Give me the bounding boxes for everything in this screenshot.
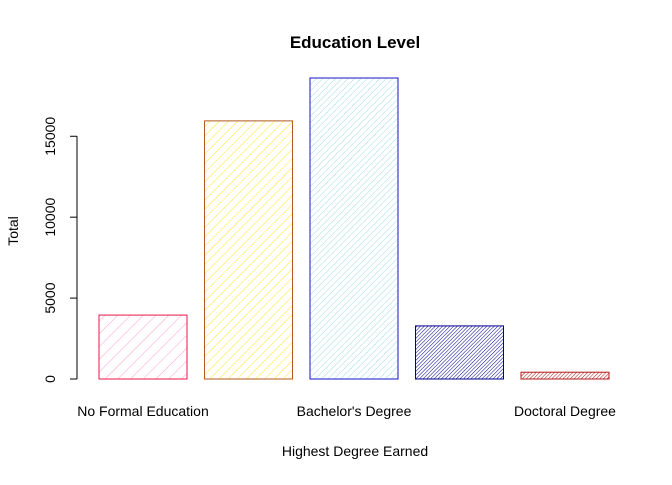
x-tick-label: Doctoral Degree bbox=[514, 403, 616, 419]
y-axis-label: Total bbox=[5, 216, 21, 246]
bar bbox=[98, 314, 188, 380]
y-axis: 0 5000 10000 15000 bbox=[42, 117, 78, 383]
bar bbox=[520, 371, 610, 380]
y-tick-label: 5000 bbox=[42, 282, 58, 313]
y-tick-label: 0 bbox=[42, 375, 58, 383]
chart-title: Education Level bbox=[290, 33, 420, 52]
bar bbox=[204, 120, 293, 380]
x-tick-label: Bachelor's Degree bbox=[297, 403, 412, 419]
bars-group bbox=[98, 77, 610, 380]
bar bbox=[309, 77, 399, 380]
y-tick-label: 15000 bbox=[42, 117, 58, 156]
x-tick-label: No Formal Education bbox=[77, 403, 209, 419]
x-tick-labels: No Formal Education Bachelor's Degree Doct… bbox=[77, 403, 616, 419]
bar bbox=[415, 325, 504, 380]
x-axis-label: Highest Degree Earned bbox=[282, 443, 428, 459]
y-tick-label: 10000 bbox=[42, 197, 58, 236]
